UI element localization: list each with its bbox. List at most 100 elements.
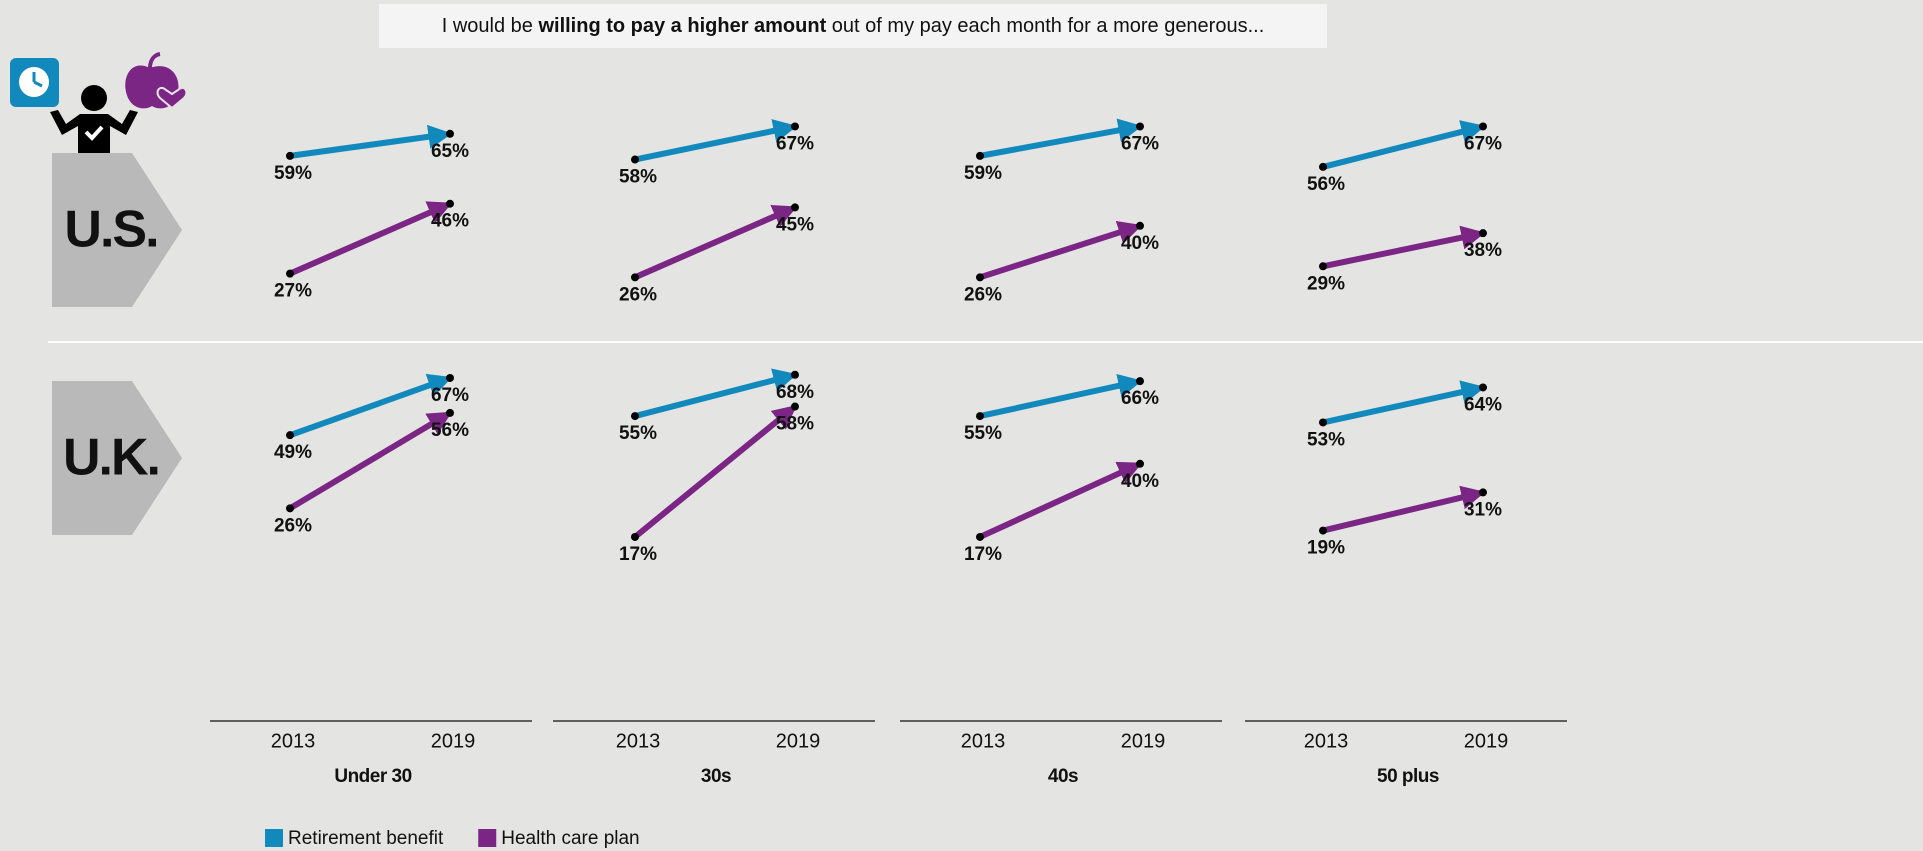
- value-label: 67%: [1121, 133, 1159, 154]
- value-label: 40%: [1121, 471, 1159, 492]
- value-label: 53%: [1307, 429, 1345, 450]
- x-tick-label: 2013: [616, 730, 661, 752]
- slope-arrow: [978, 461, 1143, 540]
- point: [976, 273, 984, 282]
- value-label: 56%: [1307, 174, 1345, 195]
- point: [791, 370, 799, 379]
- value-label: 55%: [619, 423, 657, 444]
- point: [1319, 162, 1327, 171]
- value-label: 17%: [964, 544, 1002, 565]
- value-label: 46%: [431, 211, 469, 232]
- slope-arrow: [289, 124, 453, 159]
- point: [791, 203, 799, 212]
- point: [1479, 122, 1487, 131]
- value-label: 68%: [776, 382, 814, 403]
- point: [286, 504, 294, 513]
- legend-swatch: [478, 829, 497, 847]
- region-chevron: [52, 153, 182, 307]
- slope-arrow: [288, 373, 453, 439]
- slope-arrow: [634, 368, 798, 420]
- title-text: out of my pay each month for a more gene…: [826, 14, 1265, 37]
- value-label: 31%: [1464, 499, 1502, 520]
- point: [631, 273, 639, 282]
- point: [976, 532, 984, 541]
- value-label: 49%: [274, 442, 312, 463]
- point: [1136, 377, 1144, 386]
- slope-arrow: [979, 220, 1143, 281]
- point: [1319, 418, 1327, 427]
- value-label: 40%: [1121, 233, 1159, 254]
- legend-swatch: [265, 829, 283, 847]
- point: [1136, 221, 1144, 230]
- value-label: 55%: [964, 423, 1002, 444]
- point: [1479, 229, 1487, 238]
- point: [791, 122, 799, 131]
- point: [286, 151, 294, 160]
- column-label: 40s: [1048, 766, 1078, 787]
- point: [446, 199, 454, 208]
- x-tick-label: 2019: [1121, 730, 1166, 752]
- point: [1136, 122, 1144, 131]
- value-label: 59%: [274, 163, 312, 184]
- slope-arrow: [633, 404, 797, 540]
- point: [446, 408, 454, 417]
- point: [791, 402, 799, 411]
- region-label: U.K.: [63, 429, 159, 487]
- point: [446, 129, 454, 138]
- region-label: U.S.: [64, 201, 157, 259]
- value-label: 67%: [776, 133, 814, 154]
- slope-arrow: [288, 200, 453, 277]
- point: [976, 151, 984, 160]
- value-label: 67%: [431, 385, 469, 406]
- value-label: 27%: [274, 281, 312, 302]
- slope-arrow: [1322, 380, 1486, 426]
- point: [631, 412, 639, 421]
- point: [1319, 262, 1327, 271]
- value-label: 26%: [274, 515, 312, 536]
- column-label: 50 plus: [1377, 766, 1439, 787]
- icon: [10, 52, 188, 154]
- point: [446, 373, 454, 382]
- region-chevron: [52, 381, 182, 535]
- value-label: 26%: [964, 284, 1002, 305]
- value-label: 59%: [964, 163, 1002, 184]
- point: [1319, 526, 1327, 535]
- point: [286, 269, 294, 278]
- slope-arrow: [633, 204, 798, 281]
- x-tick-label: 2019: [431, 730, 476, 752]
- slope-arrow: [1322, 120, 1486, 170]
- column-label: 30s: [701, 766, 731, 787]
- x-tick-label: 2019: [776, 730, 821, 752]
- value-label: 56%: [431, 420, 469, 441]
- title-box: I would be willing to pay a higher amoun…: [379, 4, 1327, 48]
- slope-arrow: [979, 374, 1143, 420]
- slope-arrow: [288, 410, 453, 511]
- x-tick-label: 2013: [271, 730, 316, 752]
- value-label: 17%: [619, 544, 657, 565]
- value-label: 64%: [1464, 394, 1502, 415]
- value-label: 67%: [1464, 133, 1502, 154]
- x-tick-label: 2013: [1304, 730, 1349, 752]
- slope-arrow: [634, 119, 798, 163]
- value-label: 26%: [619, 284, 657, 305]
- title-bold: willing to pay a higher amount: [538, 14, 827, 37]
- column-label: Under 30: [334, 766, 411, 787]
- value-label: 38%: [1464, 240, 1502, 261]
- point: [1479, 383, 1487, 392]
- value-label: 65%: [431, 141, 469, 162]
- slope-arrow: [979, 118, 1143, 159]
- value-label: 66%: [1121, 388, 1159, 409]
- point: [286, 431, 294, 440]
- x-tick-label: 2013: [961, 730, 1006, 752]
- legend-label: Health care plan: [501, 828, 639, 849]
- slope-arrow: [1322, 225, 1486, 270]
- x-tick-label: 2019: [1464, 730, 1509, 752]
- value-label: 58%: [619, 167, 657, 188]
- slope-arrow: [1322, 485, 1486, 534]
- point: [1136, 459, 1144, 468]
- point: [1479, 488, 1487, 497]
- value-label: 19%: [1307, 538, 1345, 559]
- point: [976, 412, 984, 421]
